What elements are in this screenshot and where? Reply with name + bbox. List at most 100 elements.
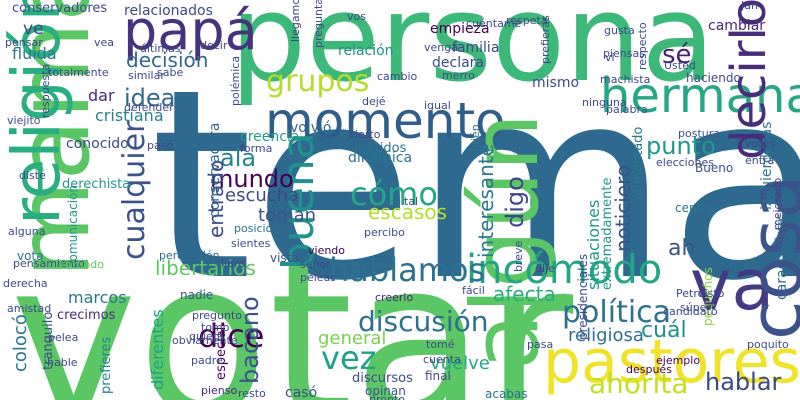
word-usted: Usted: [664, 59, 696, 72]
word-decir: decir: [200, 39, 228, 52]
word-persona: persona: [230, 0, 715, 109]
word-dinamica: dinámica: [348, 150, 413, 166]
word-ninguna: ninguna: [582, 96, 627, 109]
word-momento: momento: [265, 92, 506, 150]
word-escasos: escasos: [368, 200, 448, 224]
word-cristiana: cristiana: [95, 106, 164, 125]
word-palabra: palabra: [606, 103, 648, 116]
word-centro: centro: [675, 201, 714, 215]
word-pensar: pensar: [5, 36, 43, 49]
word-general: general: [318, 328, 387, 349]
word-llegamos: llegamos: [289, 0, 302, 42]
word-dar: dar: [88, 86, 115, 105]
word-pregunto: pregunto: [192, 309, 242, 322]
word-despues: después: [626, 363, 672, 376]
word-gusta: gusta: [604, 24, 635, 37]
word-noticiero: noticiero: [611, 164, 635, 252]
word-votar: votar: [10, 214, 574, 400]
word-afecta: afecta: [493, 282, 556, 306]
word-visto: visto: [698, 287, 725, 300]
word-creencia: creencia: [240, 129, 300, 145]
word-volvio: volvió: [290, 120, 332, 136]
word-bueno: Bueno: [695, 161, 734, 175]
word-interesante: interesante: [474, 144, 498, 258]
word-alimentado: alimentado: [631, 126, 646, 200]
word-ala: ala: [220, 144, 257, 172]
word-totalmente: totalmente: [48, 66, 109, 79]
word-vos: vos: [347, 10, 366, 23]
word-pelear: pelear: [300, 271, 335, 284]
word-cambiar: cambiar: [708, 18, 766, 34]
word-pastores: pastores: [543, 327, 800, 397]
word-extremadamente: extremadamente: [600, 177, 615, 290]
word-opinan: opinan: [365, 384, 406, 398]
word-libertarios: libertarios: [155, 256, 256, 280]
word-se: sé: [662, 40, 692, 70]
word-candidato: candidato: [663, 305, 718, 318]
word-conservadora: conservadora: [207, 122, 223, 218]
word-diste: diste: [19, 169, 46, 182]
word-hable: hable: [47, 356, 78, 369]
word-toman: toman: [258, 205, 317, 226]
word-pregunta: pregunta: [312, 0, 325, 48]
word-discusion: discusión: [358, 305, 489, 338]
word-viendo: viendo: [308, 244, 346, 257]
word-dice: dice: [198, 317, 265, 355]
word-tome: tomé: [426, 338, 455, 351]
word-super: súper: [680, 301, 711, 314]
word-derechista: derechista: [62, 177, 131, 192]
word-percepcion: percepción: [159, 249, 220, 262]
word-hablamos: hablamos: [329, 251, 486, 289]
word-religiosa: religiosa: [568, 325, 644, 346]
word-declara: declara: [432, 55, 485, 71]
word-senor: señor: [300, 258, 331, 271]
word-como: cómo: [350, 175, 438, 213]
word-mejorado: mejorado: [771, 177, 784, 230]
word-sabe: sabe: [157, 66, 184, 79]
word-papa: papá: [123, 0, 258, 62]
word-amistad: amistad: [7, 302, 52, 315]
word-igual: igual: [424, 99, 451, 112]
word-conocido: conocido: [66, 136, 129, 152]
word-derecha: derecha: [3, 277, 48, 290]
word-ejemplo: ejemplo: [656, 354, 701, 367]
word-similar: similar: [128, 69, 165, 82]
word-padre: padre: [191, 354, 223, 367]
word-crecimos: crecimos: [57, 308, 116, 323]
word-fluida: fluida: [12, 44, 57, 63]
word-pronto: pronto: [369, 393, 406, 400]
word-libre: libre: [221, 257, 246, 270]
word-elecciones: elecciones: [656, 156, 714, 169]
word-nadie: nadie: [180, 288, 214, 302]
word-vista: vista: [270, 251, 299, 265]
word-prefieres: prefieres: [99, 336, 114, 394]
word-vez: vez: [321, 339, 377, 377]
word-venga: venga: [424, 41, 458, 54]
word-poquito: poquito: [747, 338, 789, 351]
word-jan: Jan: [741, 0, 758, 12]
word-petro: Petro: [676, 287, 705, 300]
word-respecto: respecto: [636, 22, 649, 70]
word-mundo: mundo: [210, 165, 294, 193]
word-metidos: metidos: [354, 141, 407, 156]
word-cuentame: cuéntame: [466, 17, 522, 30]
word-defender: defender: [124, 101, 174, 114]
word-haciendo: haciendo: [686, 71, 741, 85]
word-escucha: escucha: [225, 185, 300, 206]
word-punto: punto: [646, 132, 716, 160]
word-machista: machista: [600, 73, 651, 86]
word-pasa: pasa: [527, 338, 554, 351]
word-cuenta: cuenta: [423, 353, 461, 366]
word-va: va: [690, 244, 775, 326]
word-mismo: mismo: [532, 75, 580, 91]
word-caso: casó: [285, 385, 318, 400]
word-merro: merro: [442, 69, 475, 82]
word-piensas: piensas: [603, 47, 645, 60]
word-empieza: empieza: [430, 21, 490, 37]
word-incomodo: incómodo: [466, 247, 663, 293]
word-alguna: alguna: [8, 225, 46, 238]
word-conservadores: conservadores: [12, 1, 108, 16]
word-idea: idea: [124, 84, 176, 112]
word-percibo: percibo: [364, 226, 405, 239]
